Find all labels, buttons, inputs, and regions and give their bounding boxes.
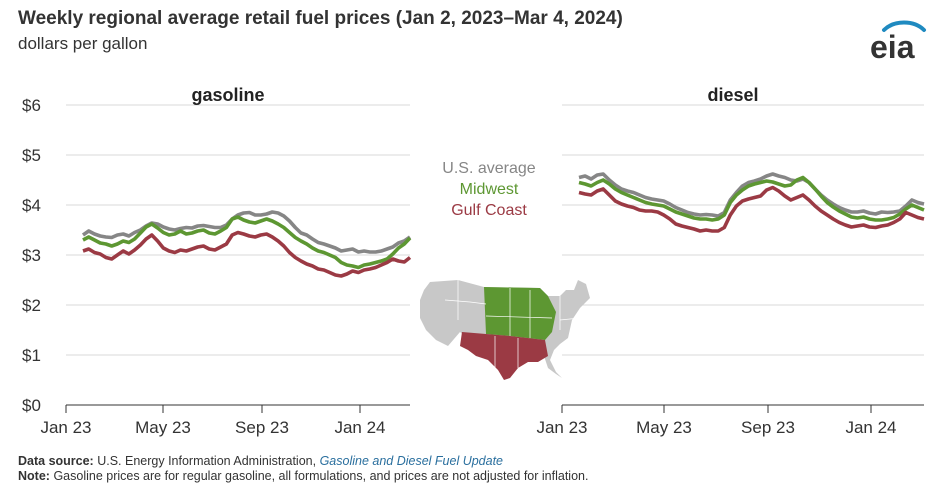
y-tick-label: $5 — [22, 146, 41, 165]
x-tick-label: Jan 24 — [845, 418, 896, 437]
source-text: U.S. Energy Information Administration, — [97, 454, 317, 468]
chart-title: Weekly regional average retail fuel pric… — [18, 8, 623, 29]
gasoline-panel: $0 $1 $2 $3 $4 $5 $6 Jan 23 May 23 Sep 23 Jan 24 ga… — [22, 85, 412, 437]
us-map — [420, 280, 590, 380]
y-tick-label: $1 — [22, 346, 41, 365]
map-gulf-coast-region — [460, 332, 548, 380]
map-midwest-region — [484, 287, 556, 340]
source-label: Data source: — [18, 454, 94, 468]
eia-logo-icon: eia — [870, 20, 926, 65]
diesel-panel: Jan 23 May 23 Sep 23 Jan 24 diesel — [536, 85, 925, 437]
note-text: Gasoline prices are for regular gasoline… — [53, 469, 589, 483]
data-source-line: Data source: U.S. Energy Information Adm… — [18, 454, 588, 469]
eia-logo-arc — [882, 20, 926, 32]
series-line-u-s-average — [578, 172, 925, 218]
y-tick-label: $3 — [22, 246, 41, 265]
panel-title: diesel — [707, 85, 758, 105]
series-line-midwest — [578, 175, 925, 222]
y-tick-label: $0 — [22, 396, 41, 415]
series-line-u-s-average — [81, 210, 412, 254]
x-tick-label: Sep 23 — [235, 418, 289, 437]
x-tick-label: Jan 23 — [40, 418, 91, 437]
x-tick-label: Sep 23 — [741, 418, 795, 437]
map-state-borders — [444, 280, 581, 370]
x-tick-label: Jan 23 — [536, 418, 587, 437]
y-tick-label: $6 — [22, 96, 41, 115]
chart-canvas: $0 $1 $2 $3 $4 $5 $6 Jan 23 May 23 Sep 23 Jan 24 ga… — [22, 85, 925, 437]
series-line-gulf-coast — [82, 230, 412, 278]
x-tick-label: May 23 — [135, 418, 191, 437]
y-tick-label: $2 — [22, 296, 41, 315]
series-line-gulf-coast — [578, 185, 925, 233]
legend-us-average: U.S. average — [442, 160, 536, 177]
series-line-midwest — [82, 215, 412, 270]
y-tick-label: $4 — [22, 196, 41, 215]
panel-title: gasoline — [191, 85, 264, 105]
eia-logo-text: eia — [870, 29, 915, 65]
x-tick-label: Jan 24 — [334, 418, 385, 437]
x-tick-label: May 23 — [636, 418, 692, 437]
source-notes: Data source: U.S. Energy Information Adm… — [18, 454, 588, 484]
note-label: Note: — [18, 469, 50, 483]
legend-midwest: Midwest — [459, 181, 519, 198]
legend-gulf-coast: Gulf Coast — [451, 202, 527, 219]
source-link[interactable]: Gasoline and Diesel Fuel Update — [319, 454, 504, 468]
chart-subtitle: dollars per gallon — [18, 34, 148, 53]
note-line: Note: Gasoline prices are for regular ga… — [18, 469, 588, 484]
legend: U.S. average Midwest Gulf Coast — [414, 158, 564, 221]
